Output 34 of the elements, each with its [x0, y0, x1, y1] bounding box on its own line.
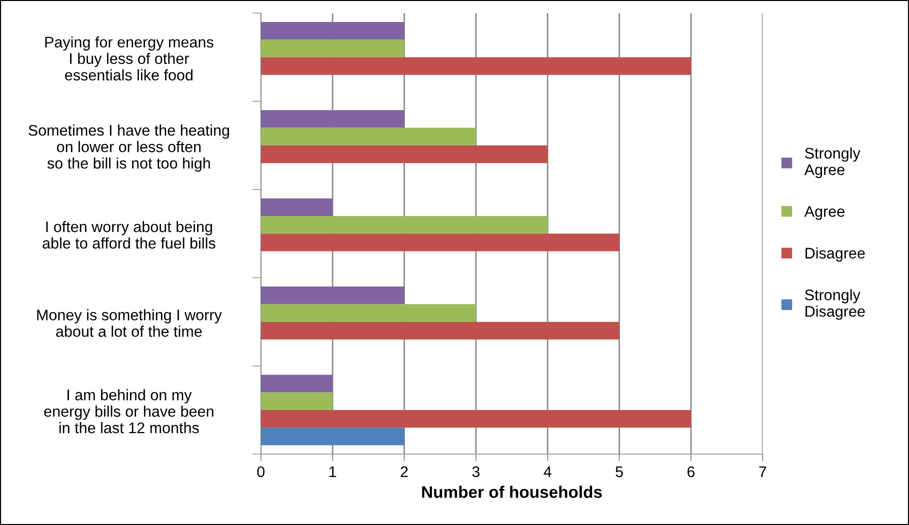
x-axis-title: Number of households [422, 486, 602, 498]
bar [260, 110, 404, 128]
x-tick-label: 1 [329, 466, 336, 477]
bar [260, 128, 476, 146]
legend-label: Agree [804, 206, 844, 220]
bar [260, 304, 476, 322]
y-tick-label: Paying for energy means I buy less of other essentials like food [45, 36, 214, 80]
y-tick-label: I am behind on my energy bills or have been in the last 12 months [44, 389, 214, 434]
x-tick-label: 0 [257, 466, 265, 478]
x-tick-label: 7 [759, 466, 766, 477]
y-tick-label: I often worry about being able to afford the fuel bills [42, 220, 216, 249]
bar [260, 428, 404, 446]
y-tick-label: Money is something I worry about a lot of the time [37, 309, 222, 337]
bar [260, 57, 691, 75]
bar [260, 234, 620, 252]
x-tick-label: 5 [616, 466, 623, 478]
bar [260, 322, 620, 340]
bar [260, 22, 404, 40]
bar [260, 198, 333, 216]
bar [260, 374, 333, 392]
x-tick-label: 6 [688, 466, 695, 478]
bar [260, 40, 404, 58]
bar [260, 286, 404, 304]
bar [260, 216, 548, 234]
x-tick-label: 2 [400, 466, 408, 477]
x-tick-label: 3 [472, 466, 480, 478]
bar [260, 392, 333, 410]
legend-label: Disagree [806, 247, 865, 262]
bar [260, 410, 691, 428]
bar [260, 145, 548, 164]
legend-label: Strongly Disagree [805, 289, 865, 320]
y-tick-label: Sometimes I have the heating on lower or less often so the bill is not too high [28, 124, 230, 172]
x-tick-label: 4 [544, 466, 552, 477]
legend-label: Strongly Agree [804, 147, 860, 178]
